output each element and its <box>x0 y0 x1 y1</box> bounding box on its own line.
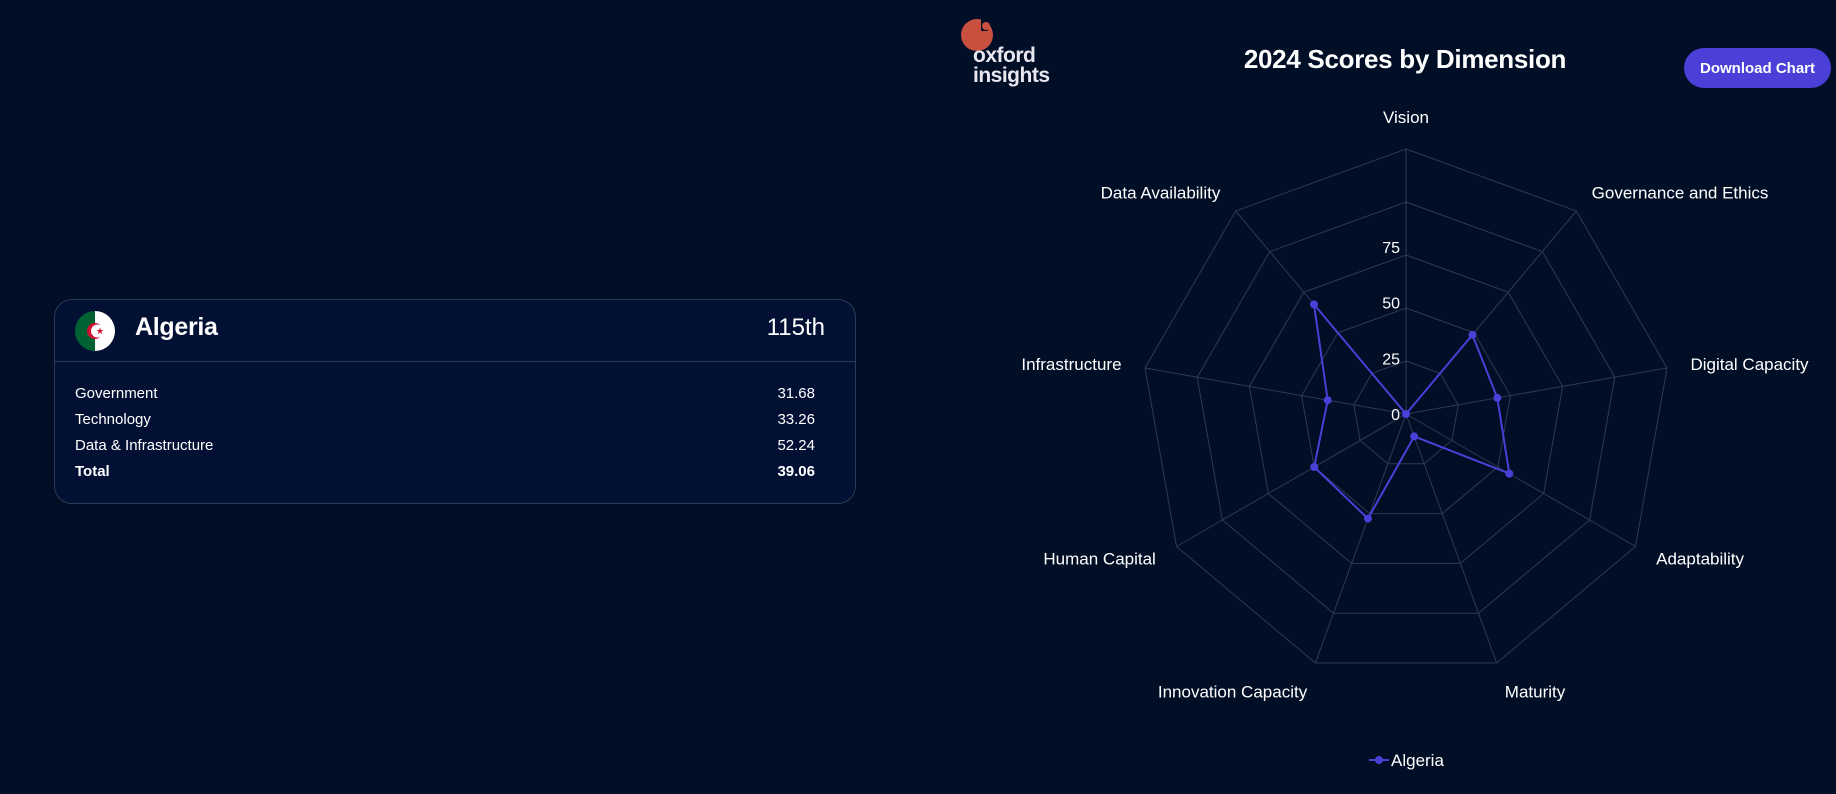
data-point <box>1493 393 1502 402</box>
grid-ring <box>1196 201 1616 614</box>
grid-spoke <box>1405 413 1636 547</box>
tick-label: 75 <box>1382 240 1400 257</box>
grid-spoke <box>1314 413 1407 664</box>
country-score-card: Algeria 115th Government 31.68 Technolog… <box>54 299 856 504</box>
data-point <box>1410 432 1419 441</box>
row-value: 39.06 <box>777 463 815 480</box>
data-point <box>1310 463 1319 471</box>
tick-label: 50 <box>1382 296 1400 313</box>
grid-spoke <box>1405 413 1498 664</box>
row-label: Technology <box>75 411 151 428</box>
score-row-technology: Technology 33.26 <box>55 409 855 435</box>
grid-ring <box>1248 254 1564 564</box>
row-label: Government <box>75 385 158 402</box>
row-label: Total <box>75 463 110 480</box>
row-value: 52.24 <box>777 437 815 454</box>
row-value: 33.26 <box>777 411 815 428</box>
data-point <box>1310 300 1319 309</box>
logo-text: oxford insights <box>973 44 1050 87</box>
score-row-government: Government 31.68 <box>55 383 855 409</box>
data-point <box>1468 330 1477 339</box>
data-point <box>1505 469 1514 478</box>
chart-title: 2024 Scores by Dimension <box>1243 44 1567 74</box>
oxford-insights-logo: oxford insights <box>955 16 1065 96</box>
score-rows: Government 31.68 Technology 33.26 Data &… <box>55 362 855 487</box>
axis-label: Adaptability <box>1656 549 1744 568</box>
score-row-total: Total 39.06 <box>55 461 855 487</box>
data-point <box>1402 410 1410 418</box>
country-rank: 115th <box>766 314 825 341</box>
grid-ring <box>1353 360 1459 465</box>
axis-label: Digital Capacity <box>1690 355 1809 374</box>
tick-label: 25 <box>1382 351 1400 368</box>
axis-label: Human Capital <box>1043 549 1155 568</box>
grid-spoke <box>1405 367 1668 415</box>
axis-label: Innovation Capacity <box>1158 682 1308 701</box>
data-point <box>1323 396 1332 405</box>
grid-ring <box>1301 307 1511 515</box>
logo-line-2: insights <box>973 64 1050 87</box>
algeria-flag-icon <box>75 311 115 351</box>
axis-label: Infrastructure <box>1021 355 1121 374</box>
tick-label: 0 <box>1391 407 1400 424</box>
data-point <box>1363 514 1372 523</box>
legend-marker <box>1375 756 1383 764</box>
score-row-data-infrastructure: Data & Infrastructure 52.24 <box>55 435 855 461</box>
card-header: Algeria 115th <box>55 300 855 362</box>
legend-label: Algeria <box>1391 751 1444 770</box>
axis-label: Maturity <box>1505 682 1566 701</box>
axis-label: Governance and Ethics <box>1592 184 1769 203</box>
row-value: 31.68 <box>777 385 815 402</box>
download-chart-button[interactable]: Download Chart <box>1684 48 1831 88</box>
grid-spoke <box>1176 413 1407 547</box>
series-line <box>1312 301 1511 521</box>
axis-label: Vision <box>1383 108 1429 127</box>
grid-spoke <box>1144 367 1407 415</box>
country-name: Algeria <box>135 313 218 341</box>
grid-ring <box>1144 148 1668 664</box>
axis-label: Data Availability <box>1101 184 1221 203</box>
logo-line-1: oxford <box>973 44 1036 67</box>
row-label: Data & Infrastructure <box>75 437 214 454</box>
